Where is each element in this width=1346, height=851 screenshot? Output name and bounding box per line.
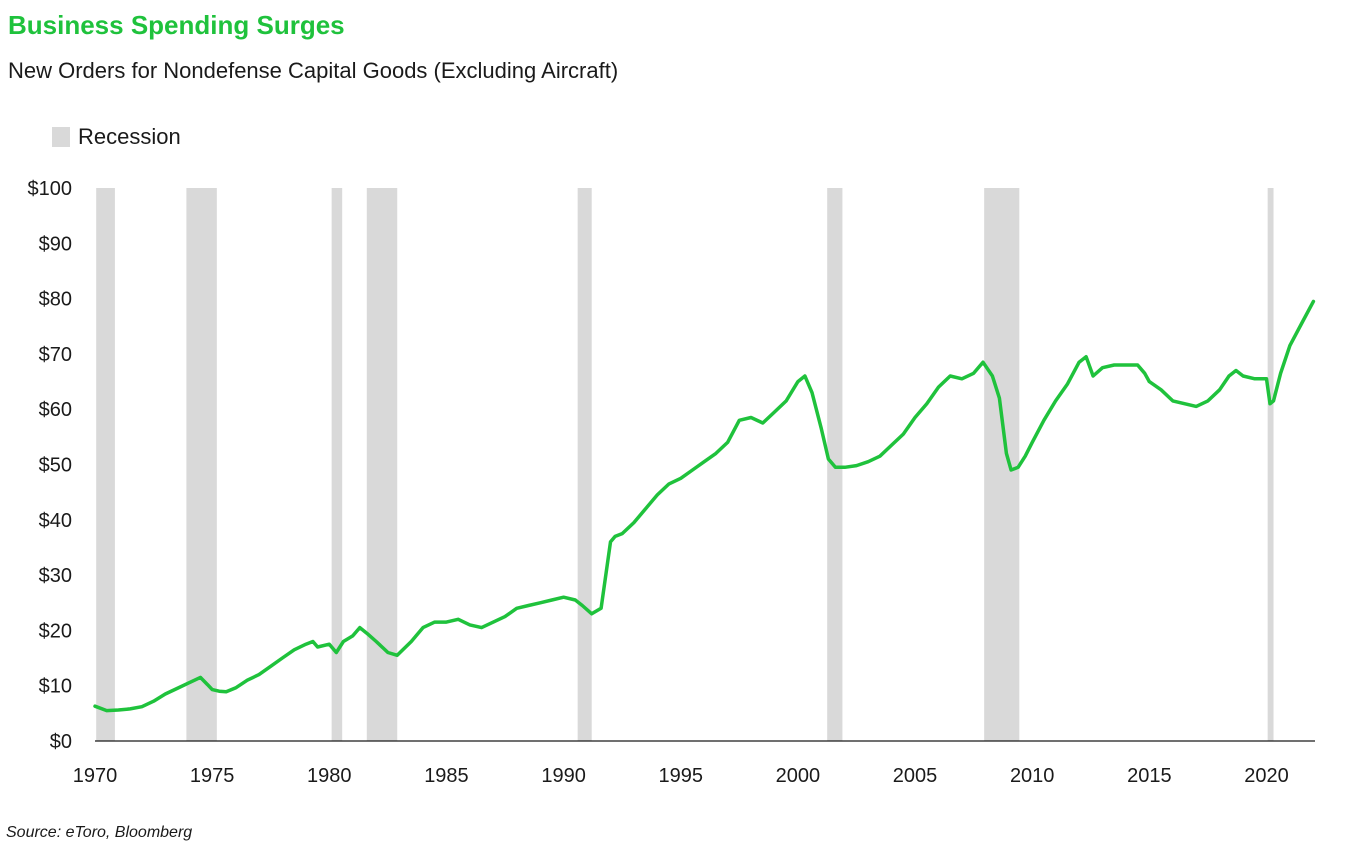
x-tick-label: 2005 [893,765,938,787]
y-tick-label: $20 [39,620,72,642]
recession-band-1 [186,188,217,741]
series [93,299,1316,713]
x-tick-label: 1985 [424,765,469,787]
x-tick-label: 2000 [776,765,821,787]
x-tick-label: 2010 [1010,765,1055,787]
x-tick-label: 2015 [1127,765,1172,787]
recession-band-4 [577,188,592,741]
y-tick-label: $70 [39,344,72,366]
x-tick-label: 1970 [73,765,118,787]
x-tick-label: 1995 [659,765,704,787]
recession-bands [96,188,1274,741]
legend-label-recession: Recession [78,124,181,149]
recession-band-6 [984,188,1020,741]
x-tick-label: 1975 [190,765,235,787]
recession-swatch [52,127,70,147]
x-tick-label: 2020 [1244,765,1289,787]
y-tick-label: $30 [39,565,72,587]
recession-band-7 [1267,188,1274,741]
x-tick-label: 1990 [541,765,586,787]
y-tick-label: $90 [39,233,72,255]
recession-band-2 [331,188,343,741]
axes: $0 $10 $20 $30 $40 $50 $60 $70 $80 $90 $100 1970 197… [28,178,1315,787]
x-tick-label: 1980 [307,765,352,787]
y-tick-label: $40 [39,510,72,532]
y-tick-label: $60 [39,399,72,421]
recession-band-3 [366,188,398,741]
y-tick-label: $80 [39,289,72,311]
recession-band-0 [96,188,115,741]
series-line-0 [93,299,1316,713]
chart-title: Business Spending Surges [8,10,345,40]
source-note: Source: eToro, Bloomberg [6,824,193,841]
chart-subtitle: New Orders for Nondefense Capital Goods … [8,58,619,83]
y-tick-label: $0 [50,731,72,753]
y-tick-label: $100 [28,178,73,200]
legend: Recession [52,124,181,150]
y-tick-label: $50 [39,455,72,477]
y-tick-label: $10 [39,676,72,698]
